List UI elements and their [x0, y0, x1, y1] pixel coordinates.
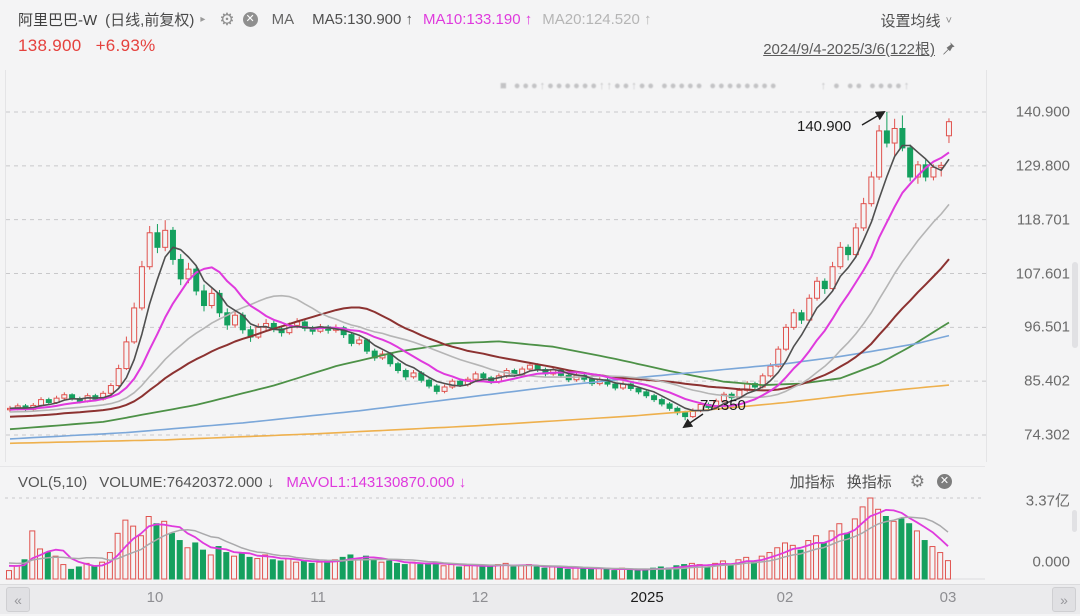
time-tick-02: 02	[776, 589, 794, 606]
watermark: ■ ●●●↑●●●●●●↑↑●●↑●● ●●●●● ●●●●●●●● ↑ ● ●●…	[500, 80, 912, 92]
high-annotation: 140.900	[797, 118, 851, 135]
time-axis	[0, 584, 1080, 614]
time-tick-03: 03	[939, 589, 957, 606]
last-price: 138.900	[18, 36, 82, 55]
price-tick-label: 118.701	[1016, 211, 1070, 229]
main-scrollbar-thumb[interactable]	[1072, 262, 1078, 348]
vol-indicator-label[interactable]: VOL(5,10)	[18, 473, 88, 491]
period-label[interactable]: (日线,前复权)	[105, 11, 195, 29]
app-title: 阿里巴巴-W	[18, 11, 98, 29]
price-tick-label: 129.800	[1015, 157, 1070, 175]
date-range-block[interactable]: 2024/9/4-2025/3/6(122根)	[763, 38, 956, 59]
volume-chart-canvas[interactable]	[5, 494, 985, 584]
chart-header: 阿里巴巴-W (日线,前复权) ▸ ⚙ ✕ MA MA5:130.900 ↑ MA…	[18, 8, 652, 30]
main-chart-canvas[interactable]: 140.900 77.350	[5, 70, 987, 462]
pin-icon[interactable]	[941, 41, 956, 56]
volume-value: VOLUME:76420372.000 ↓	[99, 473, 275, 491]
vol-close-icon[interactable]: ✕	[937, 474, 952, 489]
indicator-group-label[interactable]: MA	[271, 10, 295, 28]
add-indicator-button[interactable]: 加指标	[789, 474, 835, 491]
ma-legend: MA5:130.900 ↑ MA10:133.190 ↑ MA20:124.520 …	[302, 11, 651, 28]
volume-axis-max: 3.37亿	[1025, 492, 1070, 510]
date-range-label[interactable]: 2024/9/4-2025/3/6(122根)	[763, 41, 935, 58]
ma-close-icon[interactable]: ✕	[242, 11, 258, 27]
time-tick-10: 10	[146, 589, 164, 606]
price-tick-label: 96.501	[1024, 318, 1070, 336]
low-annotation: 77.350	[700, 397, 746, 414]
time-tick-2025: 2025	[630, 589, 664, 606]
pane-separator	[0, 466, 985, 467]
time-tick-11: 11	[310, 589, 326, 606]
volume-axis-min: 0.000	[1032, 553, 1070, 571]
pan-right-button[interactable]: »	[1052, 587, 1076, 612]
vol-settings-gear-icon[interactable]: ⚙	[909, 472, 925, 491]
ma-legend-item-1: MA10:133.190 ↑	[423, 10, 533, 28]
price-tick-label: 107.601	[1015, 265, 1070, 282]
mavol-value: MAVOL1:143130870.000 ↓	[286, 473, 467, 491]
ma-legend-item-0: MA5:130.900 ↑	[312, 10, 414, 28]
price-tick-label: 140.900	[1015, 103, 1070, 121]
expand-caret-icon[interactable]: ▸	[200, 13, 206, 25]
switch-indicator-button[interactable]: 换指标	[846, 474, 892, 491]
volume-header: VOL(5,10) VOLUME:76420372.000 ↓ MAVOL1:1…	[18, 471, 466, 493]
chevron-down-icon: ˅	[945, 14, 952, 27]
price-tick-label: 74.302	[1024, 426, 1070, 444]
ma-settings-gear-icon[interactable]: ⚙	[219, 9, 235, 29]
price-tick-label: 85.402	[1024, 372, 1070, 390]
pan-left-button[interactable]: «	[6, 587, 30, 612]
ma-legend-item-2: MA20:124.520 ↑	[542, 10, 652, 28]
set-ma-label: 设置均线	[880, 13, 941, 30]
set-ma-button[interactable]: 设置均线 ˅	[881, 10, 952, 31]
price-block: 138.900 +6.93%	[18, 36, 156, 56]
volume-scrollbar-thumb[interactable]	[1072, 510, 1077, 532]
time-tick-12: 12	[471, 589, 489, 606]
price-change-pct: +6.93%	[95, 36, 156, 55]
